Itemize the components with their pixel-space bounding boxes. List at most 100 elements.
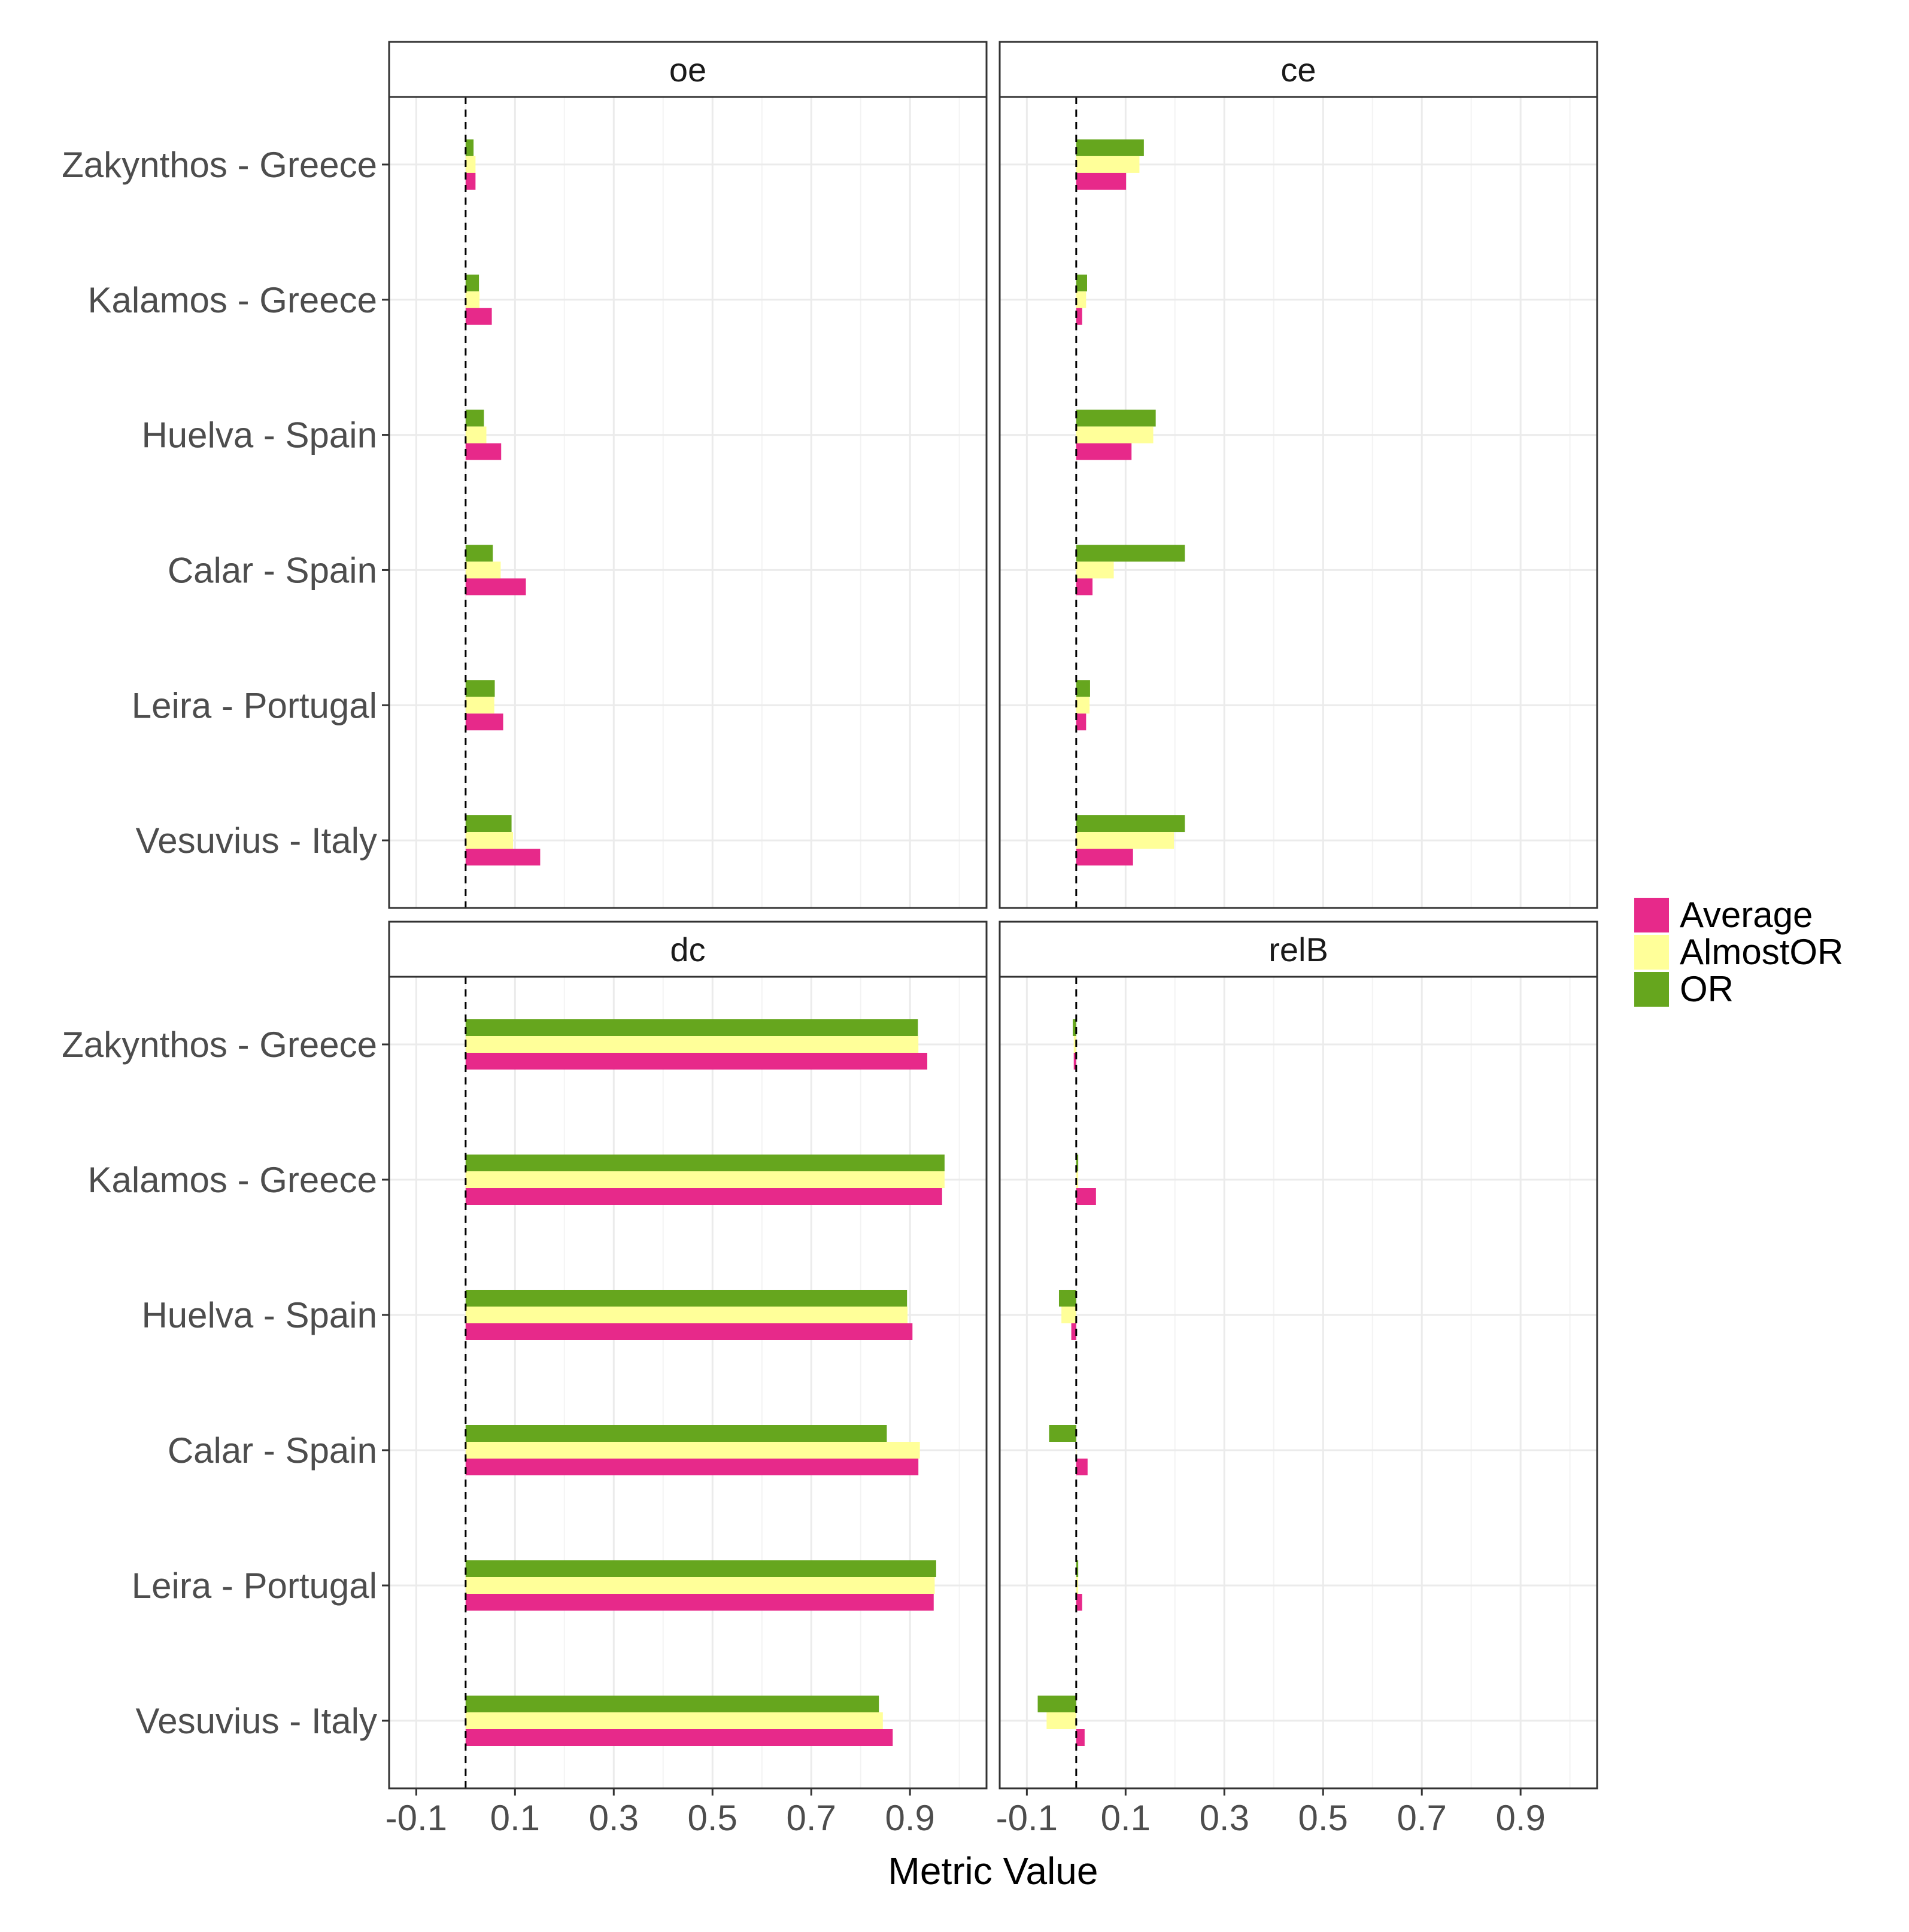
- y-axis-label: Vesuvius - Italy: [135, 1701, 377, 1741]
- bar-relB-almostor-0: [1073, 1036, 1076, 1053]
- bar-oe-or-2: [465, 409, 484, 427]
- bar-ce-almostor-3: [1076, 561, 1114, 579]
- legend-label: OR: [1680, 969, 1734, 1009]
- y-axis-label: Zakynthos - Greece: [62, 145, 377, 185]
- x-axis-tick-label: 0.5: [1298, 1798, 1348, 1838]
- bar-relB-or-3: [1049, 1425, 1076, 1442]
- y-axis-label: Huelva - Spain: [141, 1295, 377, 1335]
- facet-strip: [388, 921, 988, 978]
- bar-oe-average-0: [465, 172, 476, 190]
- bar-relB-average-3: [1076, 1459, 1088, 1475]
- bar-oe-almostor-3: [465, 561, 501, 579]
- bar-dc-almostor-1: [465, 1171, 945, 1188]
- bar-dc-almostor-0: [465, 1036, 919, 1053]
- bar-ce-or-3: [1076, 545, 1185, 562]
- bar-dc-or-0: [465, 1019, 918, 1036]
- bar-relB-almostor-2: [1061, 1307, 1076, 1323]
- bar-oe-or-0: [465, 139, 474, 156]
- facet-panel-dc: dc Zakynthos - Greece Kalamos - Greece Huel…: [62, 921, 988, 1838]
- bar-dc-average-3: [465, 1459, 919, 1475]
- facet-panel-ce: ce: [998, 41, 1598, 909]
- bar-relB-or-0: [1073, 1019, 1076, 1036]
- bar-dc-average-5: [465, 1729, 893, 1746]
- bar-oe-almostor-1: [465, 291, 479, 308]
- bar-relB-average-2: [1071, 1323, 1076, 1340]
- x-axis-tick-label: 0.5: [688, 1798, 738, 1838]
- x-axis-tick-label: 0.7: [786, 1798, 836, 1838]
- legend-key-almostor: [1634, 935, 1669, 970]
- facet-panel-oe: oe Zakynthos - Greece Kalamos - Greece Huel…: [62, 41, 988, 909]
- bar-oe-or-5: [465, 815, 512, 833]
- y-axis-label: Kalamos - Greece: [87, 1160, 377, 1200]
- x-axis-title: Metric Value: [888, 1849, 1098, 1892]
- legend-key-or: [1634, 972, 1669, 1007]
- bar-dc-almostor-5: [465, 1712, 883, 1729]
- bar-ce-average-2: [1076, 443, 1132, 460]
- bar-oe-average-2: [465, 443, 502, 460]
- bar-oe-almostor-4: [465, 697, 494, 714]
- y-axis-label: Huelva - Spain: [141, 415, 377, 455]
- bar-ce-almostor-1: [1076, 291, 1086, 308]
- bar-dc-almostor-2: [465, 1307, 908, 1323]
- y-axis-label: Zakynthos - Greece: [62, 1025, 377, 1065]
- x-axis-tick-label: -0.1: [386, 1798, 447, 1838]
- bar-relB-or-5: [1037, 1696, 1076, 1712]
- bar-oe-or-4: [465, 680, 495, 697]
- bar-ce-almostor-0: [1076, 156, 1140, 173]
- bar-ce-average-3: [1076, 578, 1093, 596]
- y-axis-label: Leira - Portugal: [132, 685, 377, 725]
- bar-dc-average-4: [465, 1594, 934, 1611]
- bar-ce-average-0: [1076, 172, 1127, 190]
- bar-dc-or-3: [465, 1425, 887, 1442]
- bar-ce-or-4: [1076, 680, 1090, 697]
- facet-strip-label: dc: [670, 931, 705, 968]
- bar-dc-average-1: [465, 1188, 942, 1205]
- x-axis-tick-label: 0.1: [490, 1798, 540, 1838]
- bar-oe-average-3: [465, 578, 526, 596]
- bar-ce-almostor-4: [1076, 697, 1090, 714]
- facet-strip: [998, 41, 1598, 98]
- bar-ce-average-1: [1076, 308, 1082, 325]
- bar-dc-or-5: [465, 1696, 879, 1712]
- bar-relB-average-4: [1076, 1594, 1082, 1611]
- bar-relB-average-0: [1073, 1053, 1076, 1070]
- bar-dc-or-1: [465, 1155, 945, 1171]
- legend-label: Average: [1680, 895, 1813, 935]
- bar-relB-or-2: [1058, 1290, 1076, 1307]
- facet-panel-relB: relB -0.1 0.1 0.3 0.5 0.7 0.9: [996, 921, 1598, 1838]
- bar-oe-or-1: [465, 274, 479, 291]
- bar-oe-average-5: [465, 849, 541, 866]
- bar-oe-or-3: [465, 545, 493, 562]
- legend-key-average: [1634, 898, 1669, 932]
- bar-ce-or-0: [1076, 139, 1144, 156]
- facet-strip-label: oe: [669, 51, 706, 89]
- bar-ce-average-5: [1076, 849, 1133, 866]
- x-axis-tick-label: 0.9: [885, 1798, 934, 1838]
- facet-strip-label: relB: [1268, 931, 1328, 968]
- bar-relB-almostor-4: [1076, 1577, 1079, 1594]
- bar-oe-average-1: [465, 308, 492, 325]
- bar-dc-average-2: [465, 1323, 913, 1340]
- bar-oe-almostor-5: [465, 832, 514, 849]
- bar-relB-average-5: [1076, 1729, 1085, 1746]
- facet-strip: [388, 41, 988, 98]
- y-axis-label: Kalamos - Greece: [87, 280, 377, 320]
- legend-label: AlmostOR: [1680, 932, 1843, 972]
- y-axis-label: Leira - Portugal: [132, 1566, 377, 1606]
- bar-relB-or-4: [1076, 1560, 1079, 1577]
- bar-dc-almostor-3: [465, 1442, 920, 1459]
- bar-oe-almostor-2: [465, 426, 487, 443]
- panel-background: [1000, 97, 1597, 908]
- bar-relB-almostor-5: [1046, 1712, 1076, 1729]
- bar-relB-almostor-1: [1076, 1171, 1079, 1188]
- bar-ce-or-1: [1076, 274, 1087, 291]
- bar-relB-almostor-3: [1076, 1442, 1077, 1459]
- y-axis-label: Vesuvius - Italy: [135, 821, 377, 861]
- x-axis-tick-label: 0.9: [1495, 1798, 1545, 1838]
- bar-dc-or-4: [465, 1560, 936, 1577]
- bar-ce-almostor-5: [1076, 832, 1174, 849]
- panel-background: [1000, 977, 1597, 1788]
- x-axis-tick-label: 0.7: [1397, 1798, 1446, 1838]
- y-axis-label: Calar - Spain: [168, 550, 377, 590]
